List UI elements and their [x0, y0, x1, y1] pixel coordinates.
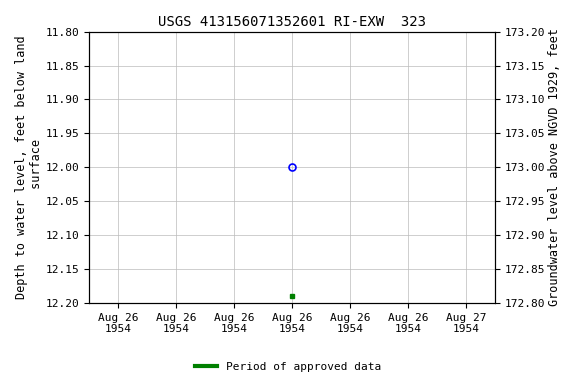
Legend: Period of approved data: Period of approved data — [191, 358, 385, 377]
Title: USGS 413156071352601 RI-EXW  323: USGS 413156071352601 RI-EXW 323 — [158, 15, 426, 29]
Y-axis label: Depth to water level, feet below land
 surface: Depth to water level, feet below land su… — [15, 36, 43, 299]
Y-axis label: Groundwater level above NGVD 1929, feet: Groundwater level above NGVD 1929, feet — [548, 28, 561, 306]
